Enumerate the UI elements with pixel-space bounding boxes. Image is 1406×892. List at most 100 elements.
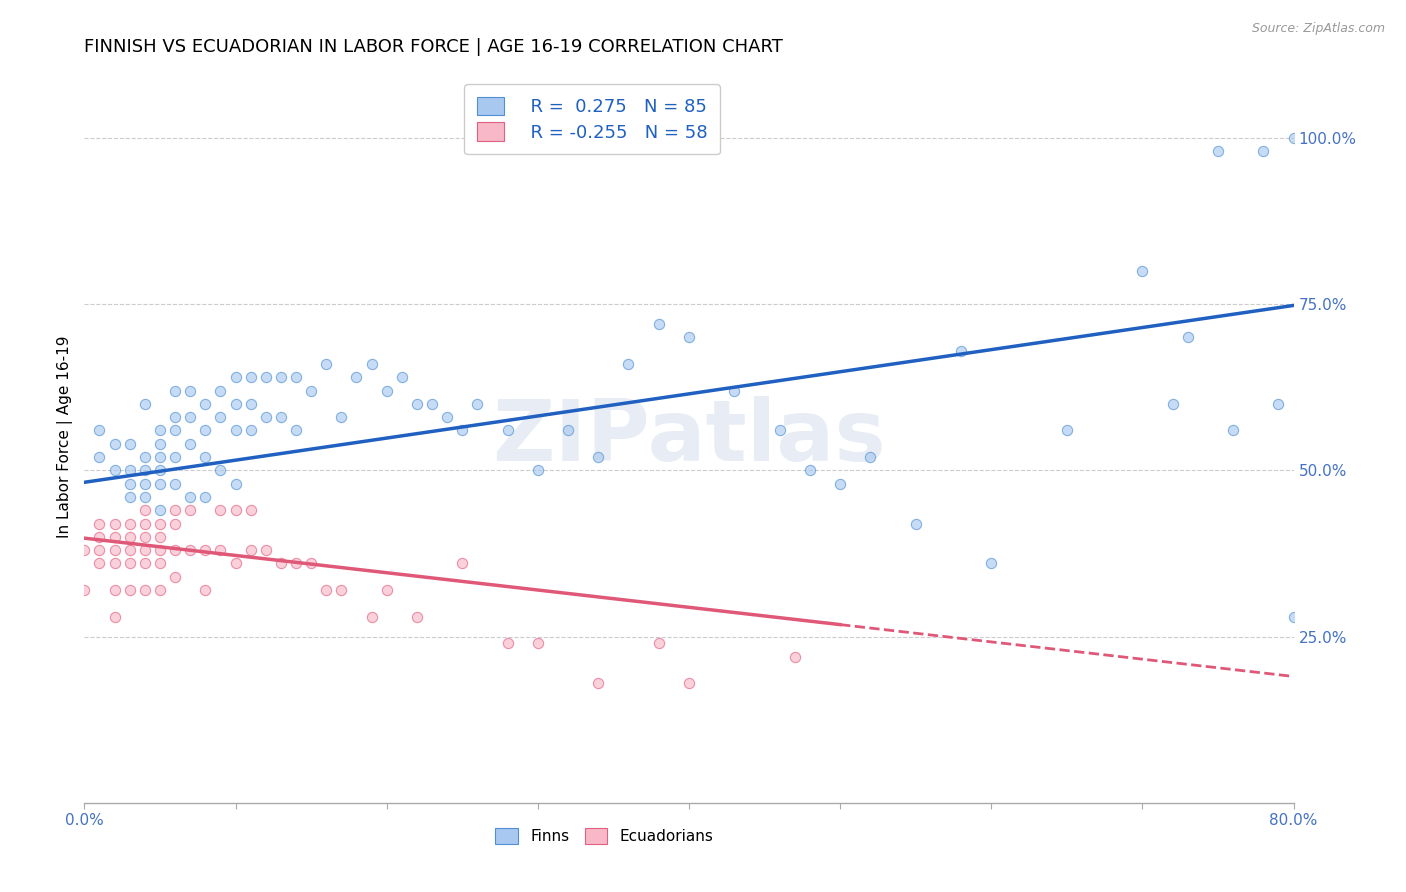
- Point: [134, 450, 156, 464]
- Point: [678, 676, 700, 690]
- Point: [239, 503, 262, 517]
- Point: [225, 424, 247, 438]
- Point: [89, 557, 111, 571]
- Text: Source: ZipAtlas.com: Source: ZipAtlas.com: [1251, 22, 1385, 36]
- Point: [165, 570, 187, 584]
- Point: [118, 557, 141, 571]
- Point: [73, 543, 96, 558]
- Point: [194, 397, 217, 411]
- Point: [165, 543, 187, 558]
- Point: [118, 463, 141, 477]
- Point: [134, 516, 156, 531]
- Point: [209, 543, 232, 558]
- Point: [134, 557, 156, 571]
- Point: [149, 463, 172, 477]
- Point: [89, 530, 111, 544]
- Point: [149, 476, 172, 491]
- Text: FINNISH VS ECUADORIAN IN LABOR FORCE | AGE 16-19 CORRELATION CHART: FINNISH VS ECUADORIAN IN LABOR FORCE | A…: [84, 38, 783, 56]
- Point: [330, 582, 353, 597]
- Point: [179, 543, 201, 558]
- Point: [904, 516, 927, 531]
- Point: [149, 424, 172, 438]
- Point: [165, 410, 187, 425]
- Point: [225, 476, 247, 491]
- Point: [678, 330, 700, 344]
- Point: [254, 410, 277, 425]
- Point: [648, 317, 671, 331]
- Point: [118, 543, 141, 558]
- Point: [165, 503, 187, 517]
- Point: [149, 450, 172, 464]
- Legend: Finns, Ecuadorians: Finns, Ecuadorians: [489, 822, 720, 850]
- Point: [299, 384, 322, 398]
- Point: [104, 516, 127, 531]
- Point: [104, 582, 127, 597]
- Point: [118, 476, 141, 491]
- Point: [239, 543, 262, 558]
- Point: [617, 357, 640, 371]
- Point: [134, 397, 156, 411]
- Point: [209, 384, 232, 398]
- Point: [149, 516, 172, 531]
- Point: [391, 370, 413, 384]
- Point: [225, 397, 247, 411]
- Point: [451, 557, 474, 571]
- Point: [165, 450, 187, 464]
- Point: [194, 424, 217, 438]
- Point: [225, 370, 247, 384]
- Point: [104, 609, 127, 624]
- Point: [134, 543, 156, 558]
- Point: [1161, 397, 1184, 411]
- Point: [134, 463, 156, 477]
- Point: [179, 490, 201, 504]
- Point: [194, 450, 217, 464]
- Point: [179, 384, 201, 398]
- Point: [270, 410, 292, 425]
- Point: [299, 557, 322, 571]
- Point: [73, 582, 96, 597]
- Point: [527, 463, 550, 477]
- Point: [723, 384, 745, 398]
- Point: [89, 516, 111, 531]
- Point: [104, 557, 127, 571]
- Point: [830, 476, 852, 491]
- Point: [225, 557, 247, 571]
- Point: [420, 397, 443, 411]
- Point: [149, 543, 172, 558]
- Point: [799, 463, 821, 477]
- Point: [209, 463, 232, 477]
- Point: [360, 357, 382, 371]
- Point: [285, 424, 308, 438]
- Point: [134, 582, 156, 597]
- Point: [149, 557, 172, 571]
- Point: [783, 649, 806, 664]
- Point: [285, 557, 308, 571]
- Point: [980, 557, 1002, 571]
- Point: [104, 543, 127, 558]
- Point: [1206, 144, 1229, 158]
- Point: [1282, 609, 1305, 624]
- Y-axis label: In Labor Force | Age 16-19: In Labor Force | Age 16-19: [58, 335, 73, 539]
- Point: [118, 530, 141, 544]
- Point: [254, 543, 277, 558]
- Point: [588, 676, 610, 690]
- Point: [165, 424, 187, 438]
- Point: [254, 370, 277, 384]
- Point: [104, 436, 127, 450]
- Point: [179, 410, 201, 425]
- Point: [436, 410, 458, 425]
- Point: [451, 424, 474, 438]
- Point: [209, 503, 232, 517]
- Point: [950, 343, 973, 358]
- Point: [149, 582, 172, 597]
- Point: [330, 410, 353, 425]
- Point: [118, 516, 141, 531]
- Point: [557, 424, 579, 438]
- Point: [239, 370, 262, 384]
- Point: [270, 557, 292, 571]
- Point: [89, 450, 111, 464]
- Point: [179, 436, 201, 450]
- Point: [149, 436, 172, 450]
- Point: [648, 636, 671, 650]
- Point: [496, 636, 519, 650]
